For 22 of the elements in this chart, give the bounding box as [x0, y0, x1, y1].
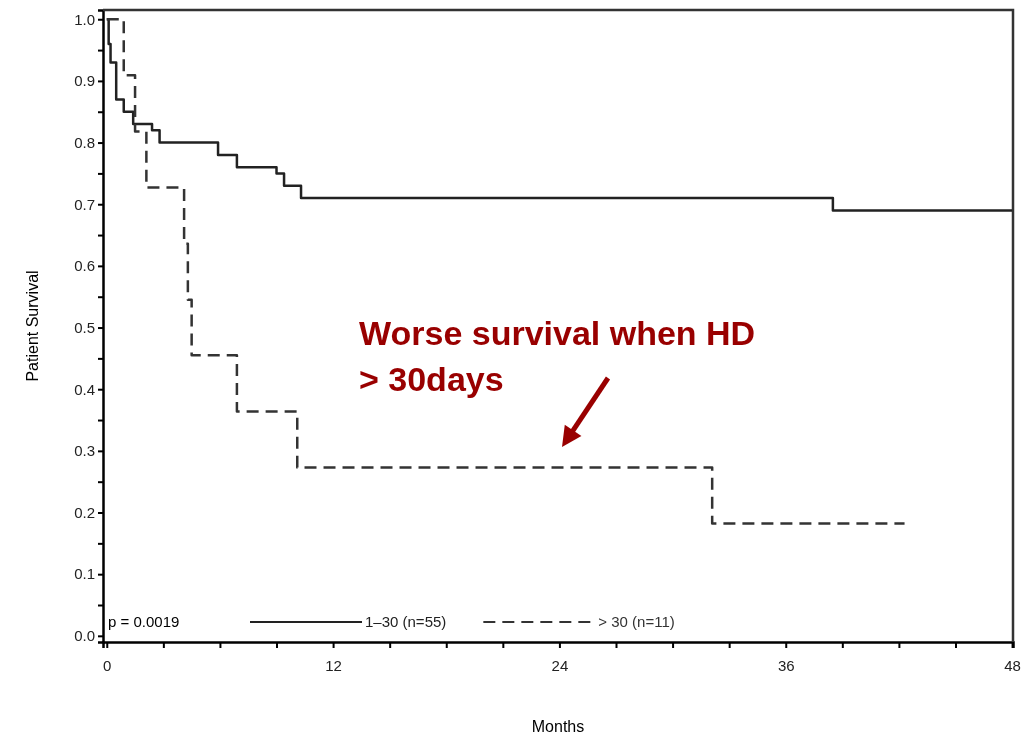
y-tick-label: 0.4	[74, 380, 95, 398]
y-tick-label: 0.2	[74, 503, 95, 521]
text: > 30 (n=11)	[598, 613, 675, 630]
annotation: Worse survival when HD > 30days	[359, 314, 756, 398]
y-tick-label: 0.7	[74, 195, 95, 213]
y-tick-label: 0.1	[74, 565, 95, 583]
text: 1–30 (n=55)	[365, 613, 447, 630]
y-tick-label: 0.8	[74, 133, 95, 151]
x-tick-label: 12	[325, 656, 342, 674]
annotation: p = 0.0019	[108, 613, 180, 630]
x-axis-title: Months	[531, 718, 585, 735]
x-tick-label: 0	[103, 656, 112, 674]
x-tick-label: 48	[1004, 656, 1021, 674]
y-axis-title: Patient Survival	[24, 270, 41, 382]
y-tick-label: 0.6	[74, 257, 95, 275]
y-tick-label: 0.9	[74, 72, 95, 90]
y-tick-label: 0.5	[74, 318, 95, 336]
y-tick-label: 0.0	[74, 627, 95, 645]
y-tick-label: 1.0	[74, 10, 95, 28]
x-tick-label: 36	[777, 656, 795, 674]
x-tick-label: 24	[551, 656, 569, 674]
y-tick-label: 0.3	[74, 442, 95, 460]
